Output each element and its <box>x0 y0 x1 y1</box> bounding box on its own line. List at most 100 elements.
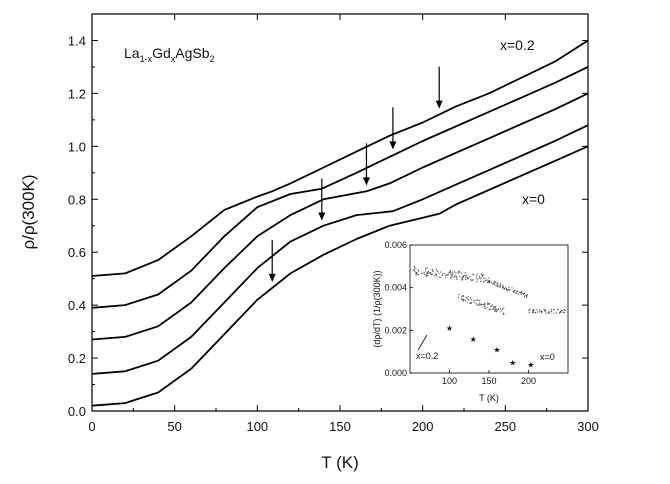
inset-dot <box>477 304 480 306</box>
y-tick-label: 1.2 <box>68 86 86 101</box>
inset-dot <box>481 304 483 306</box>
inset-dot <box>549 312 551 314</box>
inset-dot <box>477 279 479 281</box>
inset-dot <box>445 274 447 276</box>
inset-dot <box>508 286 510 288</box>
inset-dot <box>551 311 553 313</box>
inset-dot <box>423 272 425 274</box>
inset-dot <box>493 283 496 285</box>
inset-dot <box>476 273 478 275</box>
inset-dot <box>445 276 447 278</box>
inset-dot <box>463 295 465 297</box>
y-tick-label: 0.0 <box>68 404 86 419</box>
inset-dot <box>525 294 527 297</box>
transition-arrowhead-1 <box>318 212 326 221</box>
inset-dot <box>455 277 458 279</box>
inset-dot <box>478 275 481 277</box>
inset-dot <box>467 296 469 298</box>
inset-dot <box>544 310 546 312</box>
inset-dot <box>464 300 466 302</box>
inset-dot <box>517 293 519 295</box>
inset-dot <box>512 291 514 293</box>
inset-dot <box>418 273 420 275</box>
inset-dot <box>480 280 482 282</box>
inset-dot <box>468 299 470 301</box>
arrows-layer <box>268 66 443 282</box>
inset-dot <box>448 271 450 273</box>
inset-dot <box>473 301 475 303</box>
transition-arrowhead-2 <box>362 177 370 186</box>
inset-dot <box>479 302 481 304</box>
inset-dot <box>553 308 555 310</box>
inset-dot <box>498 284 500 286</box>
inset-dot <box>452 273 454 275</box>
inset-dot <box>494 306 496 308</box>
annotation-bottom: x=0 <box>522 191 545 207</box>
inset-dot <box>491 304 493 306</box>
inset-dot <box>488 309 490 311</box>
inset-dot <box>501 308 503 310</box>
series-line-3 <box>91 66 589 309</box>
inset-dot <box>472 279 474 281</box>
inset-dot <box>470 279 472 281</box>
inset-dot <box>486 306 488 308</box>
inset-dot <box>451 274 453 276</box>
inset-dot <box>502 287 504 289</box>
inset-dot <box>561 310 563 312</box>
inset-y-label: (dρ/dT) (1/ρ(300K)) <box>372 270 382 347</box>
inset-dot <box>465 296 467 298</box>
inset-dot <box>486 281 488 283</box>
inset-dot <box>504 287 506 289</box>
inset-dot <box>564 309 566 311</box>
inset-dot <box>489 282 491 284</box>
inset-dot <box>520 291 523 293</box>
inset-dot <box>486 279 488 281</box>
inset-dot <box>438 272 440 274</box>
inset-dot <box>483 277 485 279</box>
inset-dot <box>475 299 477 301</box>
inset-dot <box>520 293 522 295</box>
inset-dot <box>462 278 464 280</box>
inset-dot <box>458 297 460 299</box>
inset-dot <box>488 303 490 305</box>
inset-y-tick-label: 0.002 <box>384 325 407 335</box>
inset-dot <box>465 274 467 276</box>
inset-dot <box>454 275 456 277</box>
inset-dot <box>480 303 482 305</box>
inset-dot <box>464 271 466 274</box>
curves-layer <box>91 39 589 407</box>
inset-dot <box>493 305 495 308</box>
y-tick-label: 1.0 <box>68 139 86 154</box>
inset-dot <box>435 268 437 271</box>
inset-dot <box>463 299 465 301</box>
inset-dot <box>540 312 543 314</box>
compound-label: La1-xGdxAgSb2 <box>124 45 215 64</box>
x-axis-ticks: 0 50 100 150 200 250 300 <box>88 14 599 434</box>
inset-dot <box>451 275 453 277</box>
inset-dot <box>516 290 518 292</box>
inset-dot <box>503 307 505 309</box>
inset-dot <box>545 312 547 314</box>
inset-y-tick-label: 0.000 <box>384 368 407 378</box>
inset-dot <box>482 274 484 276</box>
inset-dot <box>496 284 498 286</box>
inset-dot <box>523 295 526 297</box>
inset-dot <box>424 274 426 276</box>
inset-dot <box>480 277 482 279</box>
y-tick-label: 0.2 <box>68 351 86 366</box>
inset-dot <box>557 308 559 311</box>
inset-dot <box>470 299 472 301</box>
inset-dot <box>534 311 536 313</box>
inset-dot <box>491 309 493 311</box>
inset-dot <box>431 268 433 270</box>
inset-dot <box>490 306 492 308</box>
inset-star-marker: ★ <box>509 358 516 367</box>
inset-dot <box>540 310 543 313</box>
inset-dot <box>537 311 539 313</box>
inset-dot <box>472 273 474 275</box>
inset-dot <box>458 272 460 274</box>
inset-dot <box>453 270 455 272</box>
inset-dot <box>414 271 416 273</box>
inset-dot <box>465 276 467 278</box>
